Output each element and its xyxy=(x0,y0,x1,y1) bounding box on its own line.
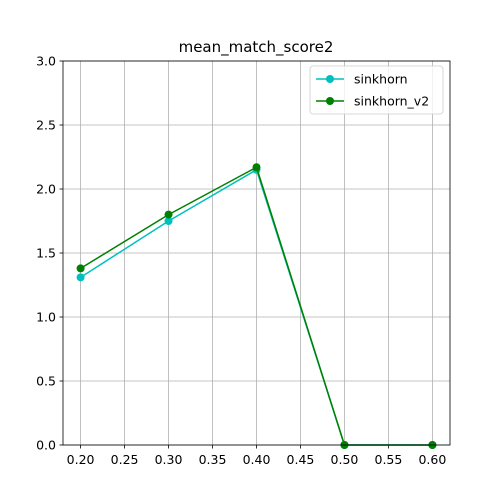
data-point-sinkhorn_v2 xyxy=(164,210,173,219)
data-point-sinkhorn xyxy=(76,273,85,282)
chart-title: mean_match_score2 xyxy=(179,38,334,57)
data-point-sinkhorn_v2 xyxy=(252,163,261,172)
y-tick-label: 1.5 xyxy=(36,246,56,261)
x-tick-label: 0.40 xyxy=(243,452,271,467)
plot-frame xyxy=(62,60,451,446)
legend-label-sinkhorn: sinkhorn xyxy=(354,72,408,87)
axis-ticks: 0.20 0.25 0.30 0.35 0.40 0.45 0.50 0.55 0.60 0.0 0… xyxy=(36,54,446,468)
x-tick-label: 0.20 xyxy=(67,452,95,467)
legend-label-sinkhorn_v2: sinkhorn_v2 xyxy=(354,94,429,109)
x-tick-label: 0.45 xyxy=(287,452,315,467)
legend-box xyxy=(309,65,444,115)
y-tick-label: 3.0 xyxy=(36,54,56,69)
y-tick-label: 2.0 xyxy=(36,182,56,197)
legend-marker-sinkhorn_v2 xyxy=(326,97,334,105)
data-point-sinkhorn xyxy=(164,217,173,225)
x-tick-label: 0.25 xyxy=(111,452,139,467)
x-tick-label: 0.60 xyxy=(418,452,446,467)
y-tick-label: 0.0 xyxy=(36,438,56,453)
y-tick-label: 1.0 xyxy=(36,310,56,325)
x-tick-label: 0.30 xyxy=(155,452,183,467)
x-tick-label: 0.50 xyxy=(331,452,359,467)
y-tick-label: 0.5 xyxy=(36,374,56,389)
legend: sinkhorn sinkhorn_v2 xyxy=(309,65,444,115)
data-point-sinkhorn_v2 xyxy=(76,264,85,273)
x-tick-label: 0.35 xyxy=(199,452,227,467)
x-tick-label: 0.55 xyxy=(375,452,403,467)
y-tick-label: 2.5 xyxy=(36,118,56,133)
legend-marker-sinkhorn xyxy=(326,75,334,83)
